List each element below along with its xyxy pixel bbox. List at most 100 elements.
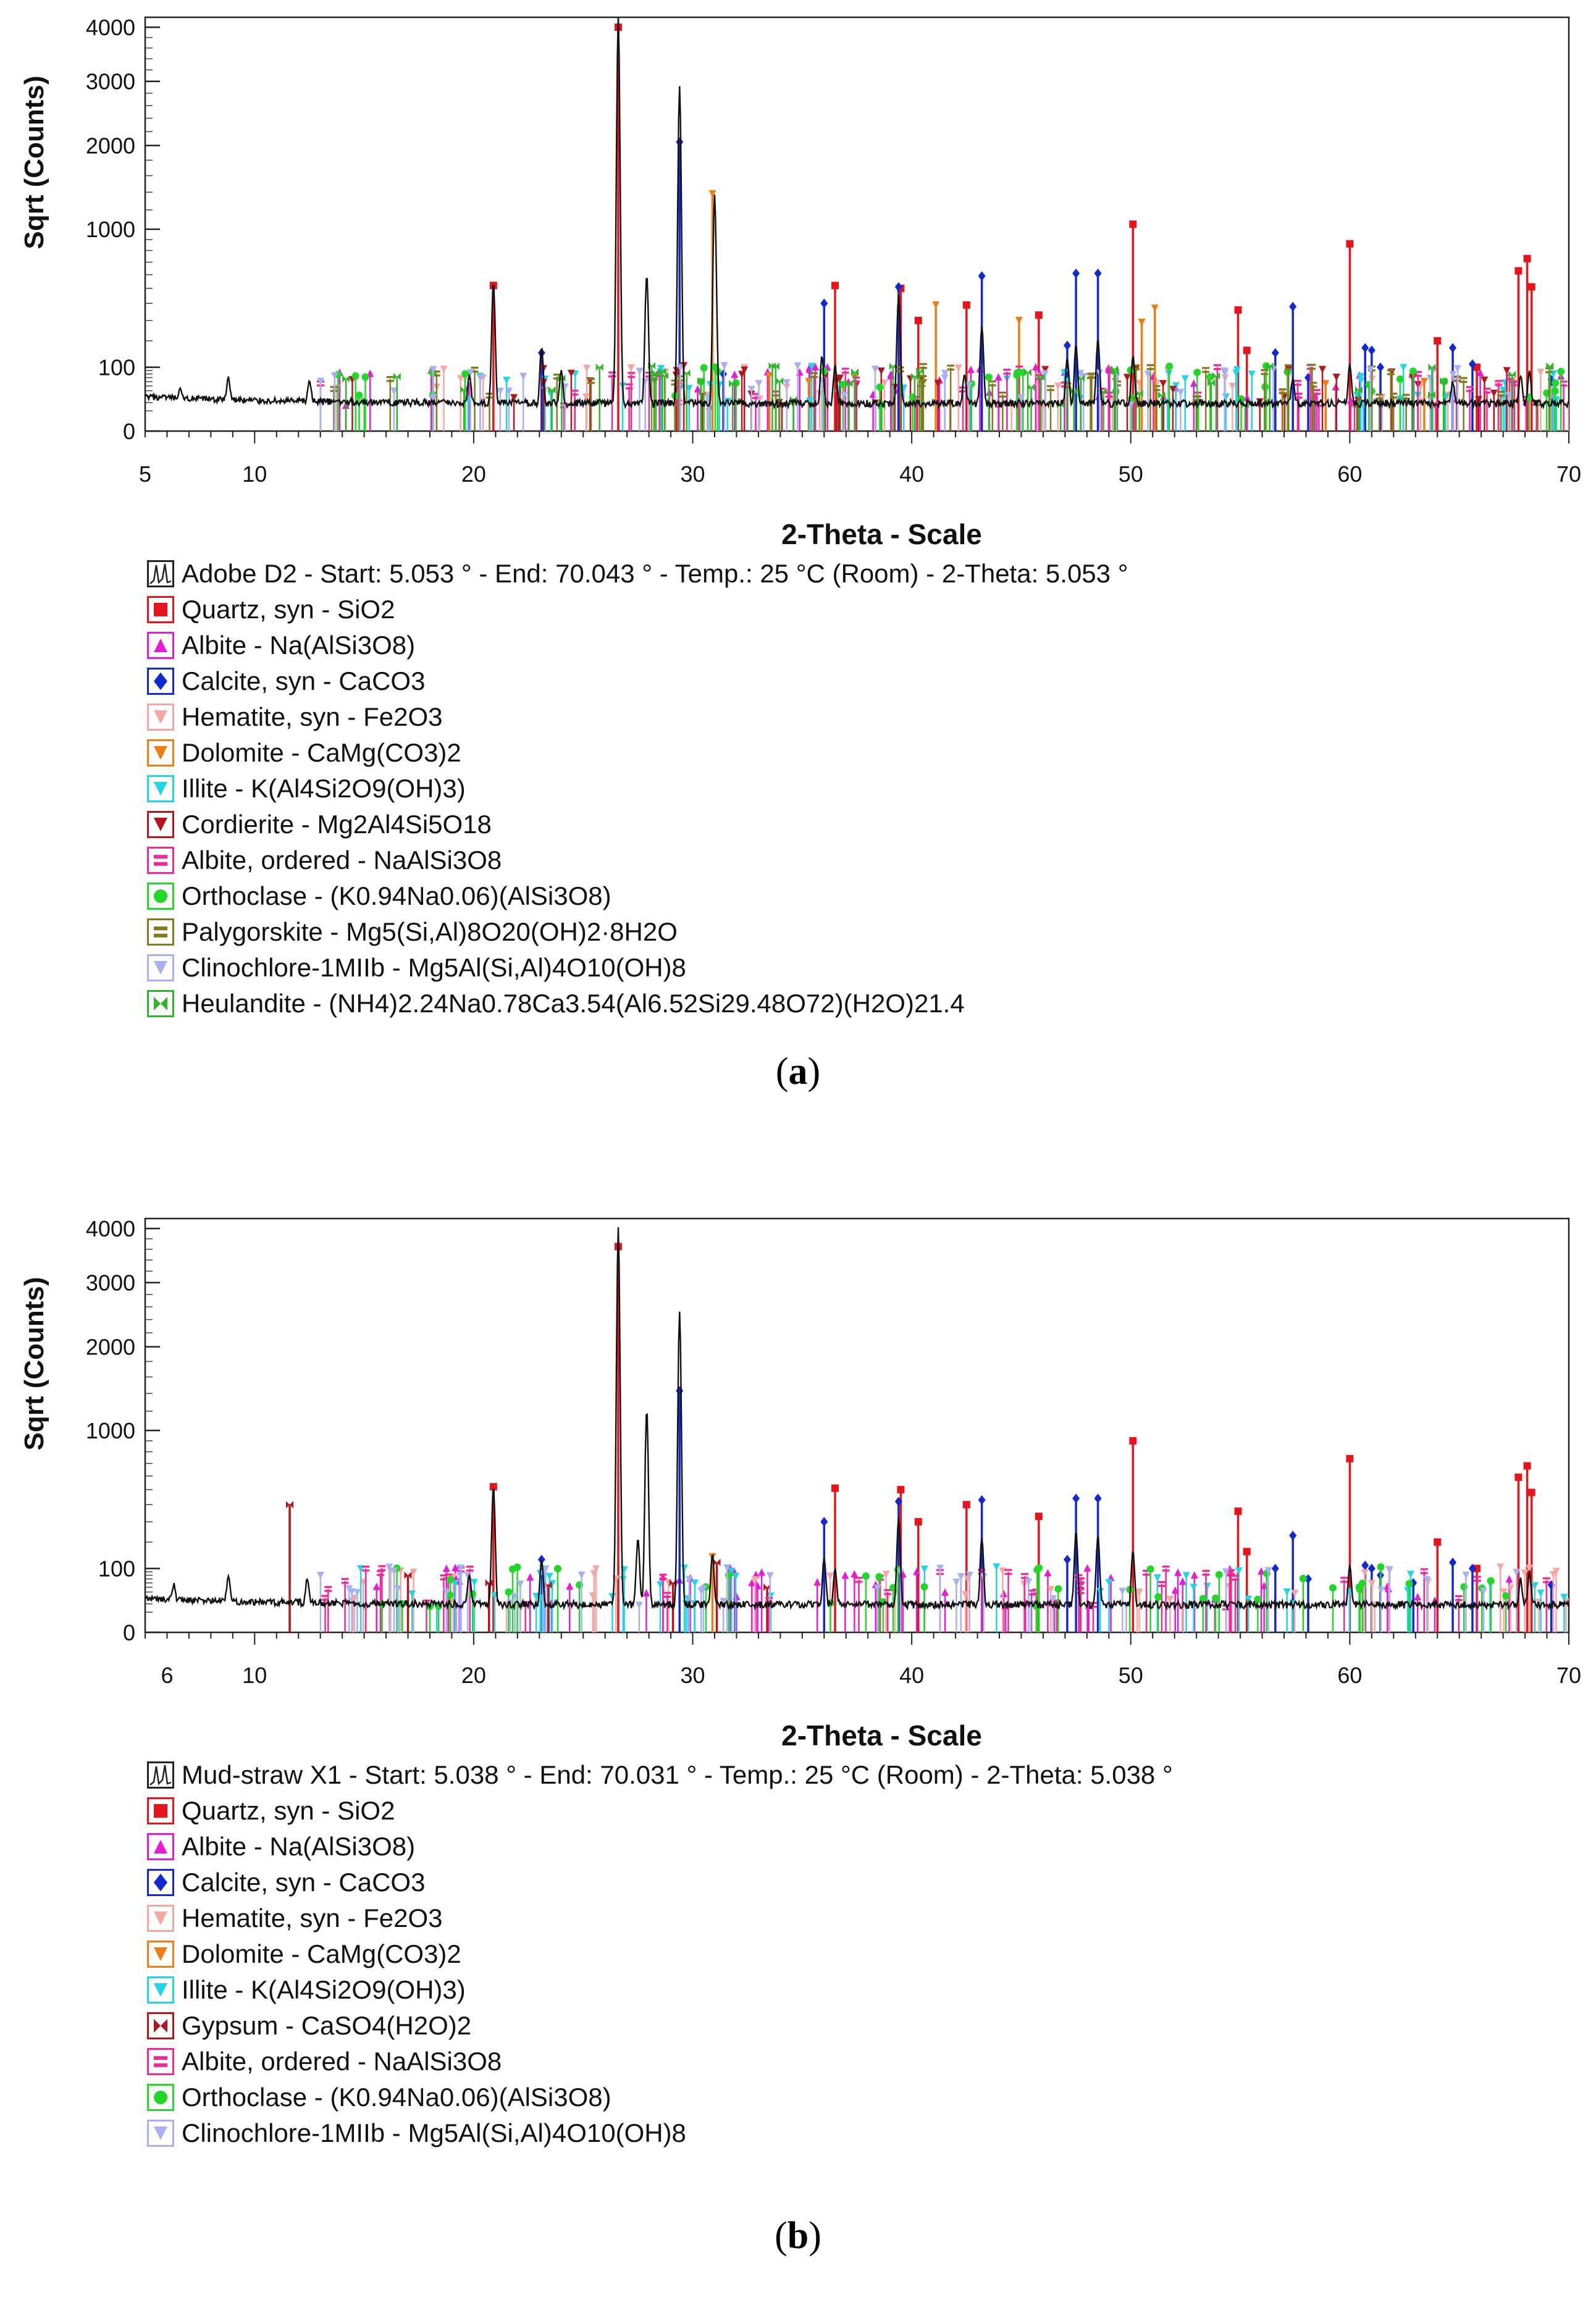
phase-marker [708,190,716,198]
phase-marker [1423,1576,1431,1584]
phase-marker [1208,379,1212,387]
phase-marker [1031,383,1035,391]
phase-marker [1358,386,1363,394]
phase-marker [1138,318,1146,326]
phase-marker [582,364,590,372]
phase-marker [755,380,763,388]
phase-marker [1020,1573,1028,1579]
phase-marker [910,372,915,380]
phase-marker [1144,371,1152,379]
phase-marker [446,1591,454,1599]
legend-item-phase: Clinochlore-1MIIb - Mg5Al(Si,Al)4O10(OH)… [147,2115,1173,2151]
legend-item-label: Albite, ordered - NaAlSi3O8 [182,2047,502,2076]
legend-item-label: Illite - K(Al4Si2O9(OH)3) [182,774,466,803]
phase-marker [854,368,859,376]
phase-marker [763,1583,768,1591]
legend-item-label: Mud-straw X1 - Start: 5.038 ° - End: 70.… [182,1760,1173,1789]
phase-marker [505,1588,513,1596]
phase-marker [390,1568,398,1576]
phase-marker [732,1572,740,1580]
phase-marker [831,282,839,290]
phase-marker [676,364,684,372]
phase-marker [962,1591,970,1599]
phase-marker [476,374,484,382]
phase-marker [1003,368,1011,375]
x-axis-label: 2-Theta - Scale [781,1719,982,1752]
phase-marker [962,1501,970,1509]
legend-item-phase: Albite - Na(AlSi3O8) [147,1829,1173,1865]
legend-symbol-icon [154,1947,167,1961]
phase-marker [1060,401,1065,409]
legend-symbol-icon [154,818,167,831]
phase-marker [1153,385,1161,392]
phase-marker [855,1577,863,1583]
phase-marker [1171,1586,1179,1594]
phase-marker [1162,1565,1170,1572]
phase-marker [1216,372,1220,380]
phase-marker [812,363,820,371]
phase-marker [1166,1595,1174,1603]
phase-marker [1499,386,1507,394]
phase-marker [316,377,324,385]
x-tick-label: 60 [1337,461,1362,487]
phase-marker [914,372,918,380]
phase-marker [1226,1570,1234,1577]
phase-marker [723,1564,731,1572]
phase-marker [1174,1568,1182,1576]
caption-b: (b) [775,2215,821,2257]
phase-marker [1501,379,1509,387]
legend-item-phase: Albite - Na(AlSi3O8) [147,627,1128,663]
phase-marker [1266,362,1270,370]
phase-marker [1032,1589,1040,1595]
phase-marker [871,366,879,374]
phase-marker [697,377,702,385]
phase-marker [657,365,665,373]
phase-marker [1546,362,1550,370]
phase-marker [1094,268,1102,279]
diffraction-pattern-line [145,1227,1569,1611]
phase-marker [1072,1493,1080,1503]
phase-marker [1063,340,1071,351]
phase-marker [694,385,702,393]
legend-item-phase: Palygorskite - Mg5(Si,Al)8O20(OH)2·8H2O [147,914,1128,950]
phase-marker [1213,364,1221,371]
phase-marker [590,1570,598,1578]
x-tick-label: 70 [1556,461,1581,487]
phase-marker [941,1588,949,1596]
phase-marker [1283,1588,1291,1596]
phase-marker [1531,1582,1539,1590]
phase-marker [934,379,942,387]
phase-marker [567,369,575,377]
phase-marker [1390,392,1398,399]
phase-marker [1227,1569,1235,1576]
phase-marker [862,1572,870,1580]
xrd-chart-b: 0 100 1000 2000 3000 4000 6 10 20 30 40 50 60 70 2-The… [19,1216,1581,1752]
phase-marker [1322,380,1330,388]
phase-marker [841,1571,849,1579]
phase-marker [741,366,749,374]
legend-symbol-icon [154,2056,167,2067]
phase-marker [1181,375,1189,383]
phase-marker [1015,316,1023,324]
x-tick-label: 50 [1119,461,1143,487]
phase-marker [716,1558,721,1566]
phase-marker [1377,1563,1385,1571]
x-tick-label: 10 [242,1663,267,1688]
phase-marker [1557,367,1565,376]
phase-marker [1154,1593,1162,1601]
phase-marker [650,374,658,380]
phase-marker [1248,371,1256,379]
phase-marker [1549,1571,1557,1579]
phase-marker [965,382,973,390]
phase-marker [1017,394,1025,402]
y-axis-label: Sqrt (Counts) [19,1277,49,1450]
phase-marker [1254,1595,1262,1603]
legend-symbol-icon [154,926,167,938]
phase-marker [1159,380,1167,388]
phase-marker [410,1568,418,1576]
phase-marker [1169,385,1177,393]
phase-marker [1119,1587,1127,1595]
phase-marker [1361,1560,1369,1571]
phase-marker [820,1517,828,1527]
phase-marker [1480,376,1489,384]
